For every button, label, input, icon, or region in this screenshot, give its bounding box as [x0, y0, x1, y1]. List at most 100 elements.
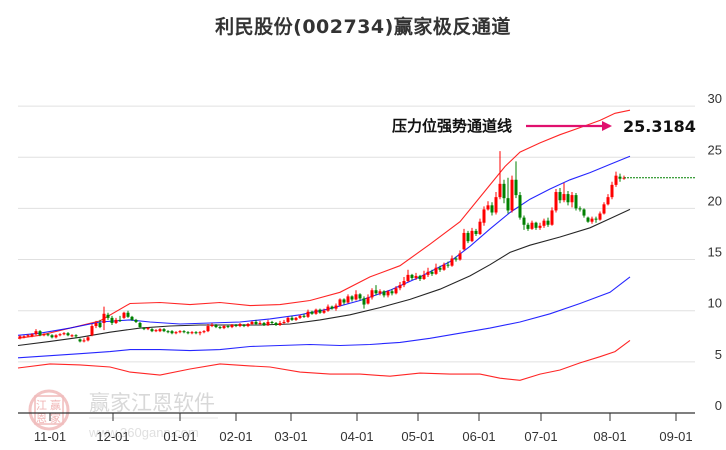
candle [490, 202, 494, 216]
candle-body [326, 306, 330, 311]
candle [562, 182, 566, 203]
candle-body [338, 299, 342, 306]
candle [182, 330, 186, 334]
candle [210, 322, 214, 328]
candle-body [490, 205, 494, 213]
candle [246, 322, 250, 328]
candle-body [78, 339, 82, 342]
candle [226, 325, 230, 329]
y-tick-label: 20 [708, 193, 722, 208]
upper-outer-band-line [17, 109, 631, 339]
candle [154, 329, 158, 333]
candle-body [474, 230, 478, 234]
candle-body [110, 317, 114, 323]
candle [502, 179, 506, 204]
candle-body [362, 298, 366, 305]
candle [198, 331, 202, 336]
candle [34, 329, 38, 336]
candle-body [530, 222, 534, 229]
candle-body [434, 267, 438, 274]
candle-body [570, 195, 574, 203]
x-tick-label: 11-01 [34, 429, 66, 444]
candle-body [442, 264, 446, 270]
candle [42, 333, 46, 337]
candle-body [302, 315, 306, 317]
candle [602, 202, 606, 215]
candle [446, 261, 450, 268]
candle-body [130, 316, 134, 320]
candle [414, 272, 418, 281]
candle-body [298, 315, 302, 318]
candle-body [94, 322, 98, 327]
candle-body [458, 253, 462, 260]
candle-body [546, 220, 550, 225]
candle [98, 319, 102, 329]
candle [586, 216, 590, 223]
y-axis: 0 5 10 15 20 25 30 [708, 91, 722, 413]
candle [158, 328, 162, 333]
candle [302, 313, 306, 318]
candle-body [598, 213, 602, 220]
pressure-annotation: 压力位强势通道线 25.3184 [392, 117, 696, 136]
candle-body [146, 328, 150, 330]
candle-body [582, 209, 586, 216]
candle-body [202, 331, 206, 333]
candle [398, 282, 402, 291]
x-axis: 11-01 12-01 01-01 02-01 03-01 04-01 05-01 06-01… [18, 412, 695, 444]
candle-body [550, 210, 554, 225]
candle-body [534, 222, 538, 228]
candle-body [370, 290, 374, 298]
candle [606, 194, 610, 206]
candle-body [322, 310, 326, 313]
candle-body [622, 177, 626, 179]
candle [458, 250, 462, 261]
candle [318, 308, 322, 314]
candle [482, 206, 486, 226]
candle-body [554, 192, 558, 211]
y-tick-label: 15 [708, 245, 722, 260]
candle-body [294, 317, 298, 320]
candle-body [246, 323, 250, 327]
watermark: 江 赢 恩 家 赢家江恩软件 www.360gann.com [28, 389, 218, 440]
candle-body [498, 183, 502, 198]
candle [390, 289, 394, 296]
candle [590, 216, 594, 224]
y-tick-label: 30 [708, 91, 722, 106]
candle-body [438, 267, 442, 270]
candle [510, 175, 514, 213]
candle-body [26, 335, 30, 337]
candle-body [422, 274, 426, 279]
candle [598, 211, 602, 221]
candle [410, 273, 414, 281]
candle-body [454, 258, 458, 260]
candle-body [170, 331, 174, 334]
seal-char: 家 [50, 411, 61, 425]
candle [550, 207, 554, 226]
candle [494, 192, 498, 215]
candle [314, 308, 318, 315]
candle-body [162, 329, 166, 332]
candle [474, 228, 478, 237]
candle-body [18, 336, 22, 339]
candle-body [482, 209, 486, 223]
candle [326, 304, 330, 312]
candle [422, 270, 426, 281]
candle-body [114, 319, 118, 323]
candle-body [470, 230, 474, 242]
x-tick-label: 04-01 [340, 429, 373, 444]
candle [486, 201, 490, 211]
candle-body [90, 326, 94, 336]
candle [370, 288, 374, 300]
candle [530, 220, 534, 230]
candle-body [22, 336, 26, 338]
candle [362, 296, 366, 309]
candle-body [198, 332, 202, 334]
candle-body [502, 183, 506, 199]
watermark-seal-icon: 江 赢 恩 家 [28, 389, 70, 431]
candle-body [154, 330, 158, 332]
candle [374, 285, 378, 296]
candle-body [186, 332, 190, 334]
candle-body [258, 322, 262, 324]
candle-body [390, 291, 394, 294]
candle [26, 334, 30, 338]
